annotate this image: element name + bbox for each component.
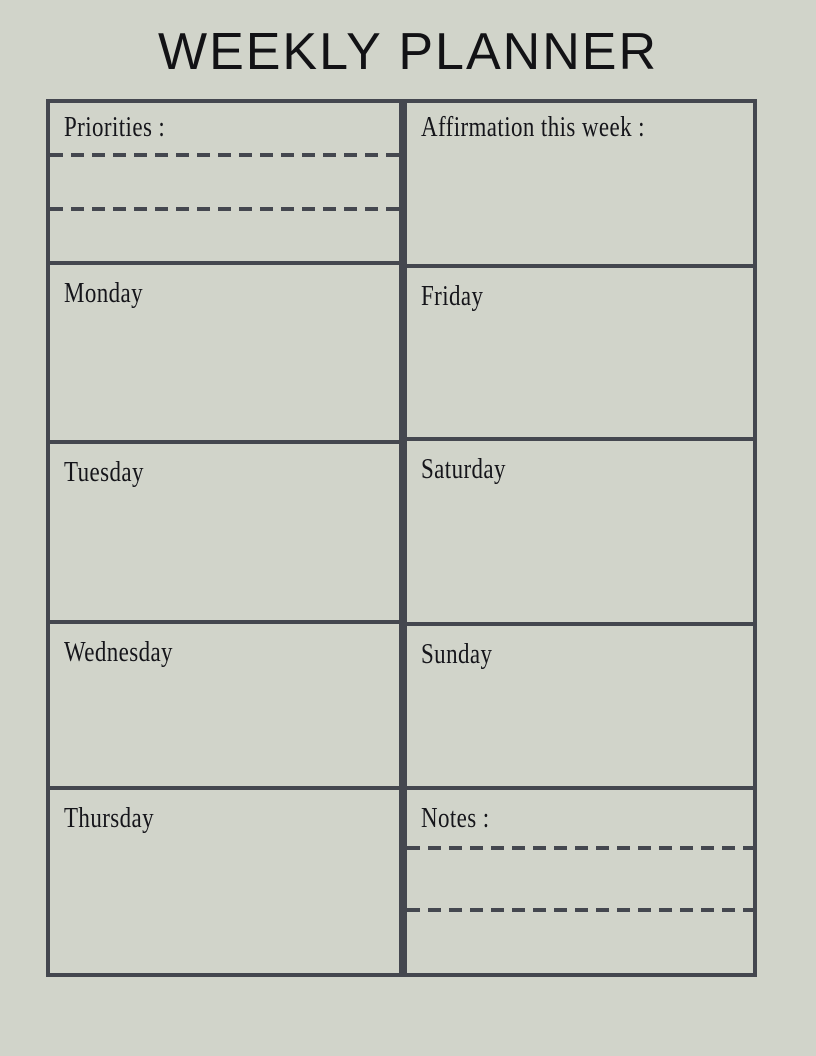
- cell-affirmation: Affirmation this week :: [407, 103, 753, 264]
- cell-saturday: Saturday: [407, 437, 753, 622]
- thursday-label: Thursday: [64, 803, 155, 834]
- cell-wednesday: Wednesday: [50, 620, 399, 786]
- monday-label: Monday: [64, 278, 143, 309]
- page-title: WEEKLY PLANNER: [157, 23, 658, 81]
- wednesday-label: Wednesday: [64, 637, 173, 668]
- planner-column-right: Affirmation this week : Friday Saturday …: [403, 99, 757, 977]
- cell-sunday: Sunday: [407, 622, 753, 786]
- writing-line: [407, 908, 753, 912]
- cell-tuesday: Tuesday: [50, 440, 399, 620]
- cell-priorities: Priorities :: [50, 103, 399, 261]
- cell-monday: Monday: [50, 261, 399, 440]
- cell-notes: Notes :: [407, 786, 753, 973]
- tuesday-label: Tuesday: [64, 457, 144, 488]
- friday-label: Friday: [421, 281, 484, 312]
- sunday-label: Sunday: [421, 639, 493, 670]
- notes-label: Notes :: [421, 803, 490, 834]
- writing-line: [50, 153, 399, 157]
- cell-friday: Friday: [407, 264, 753, 437]
- cell-thursday: Thursday: [50, 786, 399, 973]
- affirmation-label: Affirmation this week :: [421, 112, 645, 143]
- planner-column-left: Priorities : Monday Tuesday Wednesday Th…: [46, 99, 403, 977]
- writing-line: [50, 207, 399, 211]
- priorities-label: Priorities :: [64, 112, 166, 143]
- saturday-label: Saturday: [421, 454, 506, 485]
- planner-table: Priorities : Monday Tuesday Wednesday Th…: [46, 99, 757, 977]
- writing-line: [407, 846, 753, 850]
